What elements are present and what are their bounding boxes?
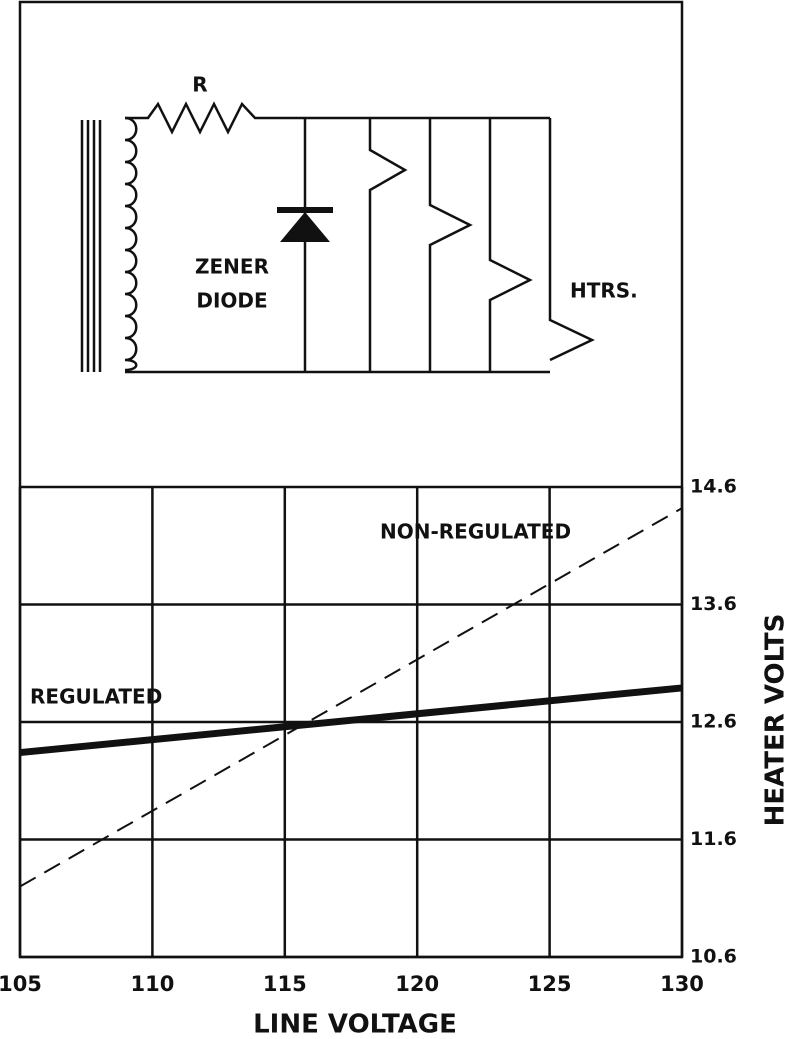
y-tick-label: 14.6 bbox=[690, 476, 737, 498]
series-line bbox=[19, 684, 683, 757]
heater bbox=[488, 118, 533, 372]
heater bbox=[368, 118, 408, 372]
resistor-label: R bbox=[192, 73, 207, 97]
x-tick-label: 105 bbox=[0, 972, 42, 996]
circuit-diagram: R ZENER DIODE HTRS. bbox=[80, 73, 638, 374]
y-tick-label: 13.6 bbox=[690, 593, 737, 615]
heater bbox=[428, 118, 473, 372]
x-tick-label: 120 bbox=[395, 972, 439, 996]
frame bbox=[18, 0, 684, 959]
y-tick-label: 10.6 bbox=[690, 946, 737, 968]
x-tick-label: 130 bbox=[660, 972, 704, 996]
series-label: REGULATED bbox=[30, 685, 162, 709]
y-tick-label: 12.6 bbox=[690, 711, 737, 733]
top-wire bbox=[125, 101, 550, 135]
x-tick-label: 115 bbox=[263, 972, 307, 996]
x-axis-label: LINE VOLTAGE bbox=[253, 1010, 457, 1039]
heaters-label: HTRS. bbox=[570, 279, 638, 303]
series-label: NON-REGULATED bbox=[380, 520, 571, 544]
x-tick-label: 125 bbox=[528, 972, 572, 996]
y-axis-label: HEATER VOLTS bbox=[761, 614, 791, 827]
zener-label: ZENER bbox=[195, 255, 269, 279]
y-tick-label: 11.6 bbox=[690, 828, 737, 850]
zener-label: DIODE bbox=[196, 289, 267, 313]
coil bbox=[124, 116, 138, 372]
x-tick-label: 110 bbox=[130, 972, 174, 996]
heater bbox=[548, 118, 595, 362]
series-line bbox=[19, 507, 683, 888]
diode-triangle bbox=[280, 212, 330, 242]
